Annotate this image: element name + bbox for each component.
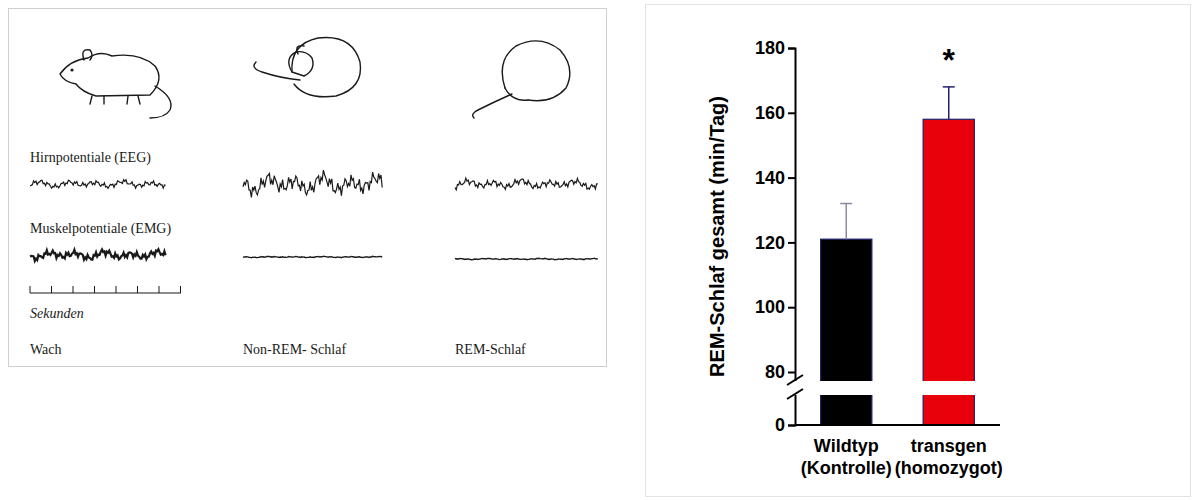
y-tick: 0 (775, 415, 795, 435)
time-tick (94, 286, 95, 293)
y-tick: 100 (755, 297, 795, 317)
y-tick-mark (788, 307, 795, 309)
rat-legs (90, 96, 140, 104)
rat-body (60, 53, 159, 96)
emg-trace (30, 249, 166, 261)
rat-ear (83, 50, 92, 60)
panel-frame (646, 5, 1191, 497)
x-tick-label-line: transgen (911, 436, 987, 456)
x-axis-line (795, 424, 1000, 426)
time-tick (116, 286, 117, 293)
emg-trace (455, 258, 598, 260)
y-axis-title: REM-Schlaf gesamt (min/Tag) (706, 96, 728, 377)
time-tick (30, 286, 31, 293)
time-tick (137, 286, 138, 293)
rat-tail (473, 94, 512, 118)
y-tick-label: 120 (755, 233, 785, 253)
rat-eye (70, 68, 73, 71)
x-tick-label-line: Wildtyp (814, 436, 879, 456)
bar (923, 119, 974, 425)
eeg-trace (455, 178, 598, 190)
y-tick-mark (788, 48, 795, 50)
error-bar (943, 87, 955, 119)
y-axis-line (788, 49, 796, 426)
state-label: Non-REM- Schlaf (243, 342, 346, 357)
rat-tail (254, 62, 300, 80)
emg-label: Muskelpotentiale (EMG) (30, 221, 171, 237)
rat-awake (60, 50, 171, 118)
error-bar (840, 204, 852, 240)
eeg-trace (30, 180, 166, 189)
sleep-diagram: Wach Non-REM- Schlaf REM-Schlaf Hirnpotenti… (9, 9, 607, 367)
y-tick-mark (788, 242, 795, 244)
eeg-label: Hirnpotentiale (EEG) (30, 150, 151, 166)
rat-body (292, 38, 361, 97)
time-tick (180, 286, 181, 293)
y-tick-label: 100 (755, 297, 785, 317)
x-tick-label: transgen(homozygot) (895, 436, 1003, 478)
rat-body-lower (505, 88, 528, 100)
y-tick: 120 (755, 233, 795, 253)
error-bar-cap (840, 203, 852, 205)
eeg-trace (243, 170, 382, 197)
emg-trace (243, 256, 382, 258)
error-bar-stem (846, 204, 848, 240)
time-tick (159, 286, 160, 293)
axis-break-mark (787, 389, 803, 399)
rat-head (289, 52, 313, 76)
y-tick-label: 160 (755, 103, 785, 123)
y-axis: 0 80 100 120 140 160 180 (755, 38, 796, 435)
y-tick-mark (788, 425, 795, 427)
y-tick-mark (788, 112, 795, 114)
bar-chart: 080100120140160180Wildtyp(Kontrolle)tran… (646, 5, 1191, 497)
page: Wach Non-REM- Schlaf REM-Schlaf Hirnpotenti… (0, 0, 1197, 500)
time-axis (30, 292, 181, 293)
bar (821, 239, 872, 425)
annotation: * (943, 42, 956, 78)
plot-area (821, 87, 975, 425)
rat-ear (297, 46, 304, 54)
y-tick: 160 (755, 103, 795, 123)
y-tick-mark (788, 372, 795, 374)
y-tick: 180 (755, 38, 795, 58)
state-label: Wach (30, 342, 62, 357)
error-bar-cap (943, 86, 955, 88)
x-tick-label-line: (homozygot) (895, 458, 1003, 478)
time-tick (51, 286, 52, 293)
error-bar-stem (948, 87, 950, 119)
x-tick-label-line: (Kontrolle) (801, 458, 892, 478)
state-label: REM-Schlaf (455, 342, 526, 357)
time-tick (73, 286, 74, 293)
axis-break-mark (787, 375, 803, 385)
y-tick-label: 180 (755, 38, 785, 58)
rat-non-rem (254, 38, 361, 97)
x-tick-label: Wildtyp(Kontrolle) (801, 436, 892, 478)
y-tick-label: 0 (775, 415, 785, 435)
panel-frame (9, 9, 607, 367)
time-axis-label: Sekunden (30, 306, 84, 321)
axis-break-gap (783, 381, 1002, 395)
y-tick-label: 80 (765, 362, 785, 382)
y-tick-mark (788, 177, 795, 179)
y-tick: 140 (755, 168, 795, 188)
rat-body (502, 41, 570, 101)
y-tick-label: 140 (755, 168, 785, 188)
y-tick: 80 (765, 362, 795, 382)
rat-rem (473, 41, 570, 118)
rat-tail (150, 86, 171, 118)
